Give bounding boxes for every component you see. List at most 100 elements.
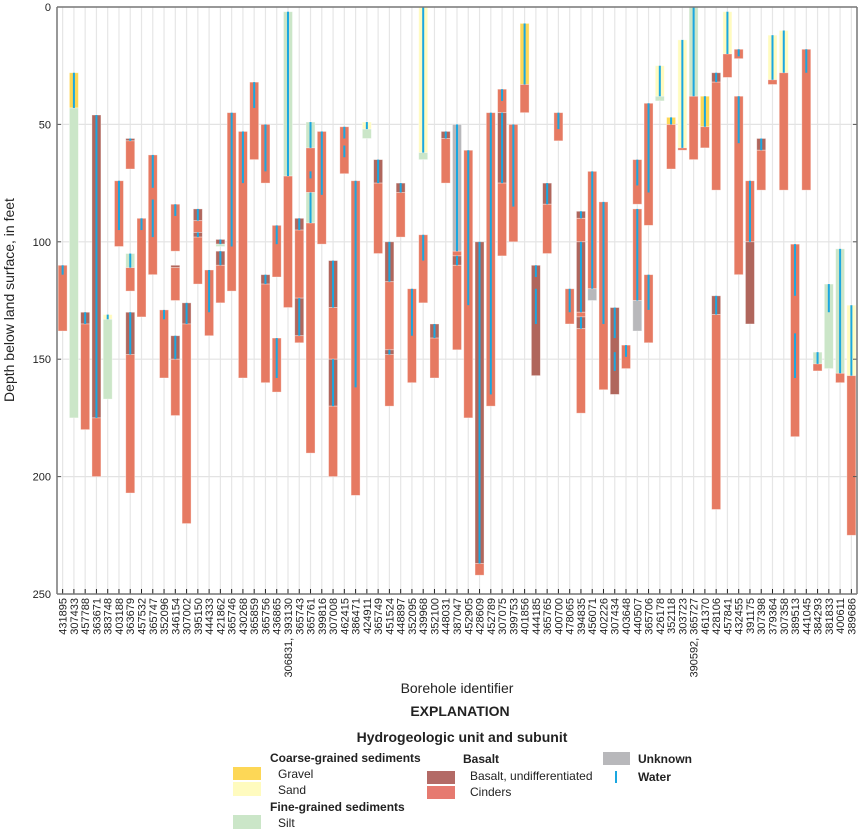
x-tick-label: 307075 [497, 598, 509, 635]
x-tick-label: 381833 [824, 598, 836, 635]
borehole-column [114, 180, 124, 247]
borehole-column [305, 121, 316, 454]
water-interval [208, 269, 211, 313]
x-tick-label: 440507 [632, 598, 644, 635]
x-tick-label: 365749 [373, 598, 385, 635]
water-interval [613, 307, 616, 339]
borehole-column [508, 124, 519, 243]
water-interval [850, 305, 853, 376]
y-tick-label: 50 [39, 119, 51, 131]
borehole-column [790, 243, 800, 438]
borehole-column [215, 239, 226, 304]
unit-segment-cinders [305, 147, 316, 193]
borehole-column [328, 260, 338, 478]
x-tick-label: 352100 [429, 598, 441, 635]
water-interval [456, 255, 458, 266]
water-interval [388, 349, 391, 355]
borehole-column [643, 102, 654, 344]
borehole-column [170, 203, 181, 416]
water-interval [264, 274, 267, 285]
water-interval [579, 241, 582, 313]
water-interval [309, 122, 312, 148]
unit-segment-cinders [519, 84, 530, 114]
water-interval [309, 171, 312, 179]
water-interval [332, 359, 335, 407]
legend-water-label: Water [638, 770, 671, 784]
water-interval [343, 145, 346, 158]
unit-segment-cinders [170, 267, 181, 301]
water-interval [163, 309, 166, 320]
x-tick-label: 436865 [272, 598, 284, 635]
legend: EXPLANATION Hydrogeologic unit and subun… [233, 703, 692, 830]
x-tick-label: 365765 [542, 598, 554, 635]
water-interval [129, 312, 132, 355]
water-interval [106, 314, 109, 320]
x-tick-label: 363671 [91, 598, 103, 635]
borehole-column [181, 302, 192, 524]
borehole-column [80, 311, 91, 431]
borehole-column [418, 6, 429, 304]
borehole-column [778, 30, 789, 191]
borehole-column [812, 351, 823, 372]
unit-segment-cinders [136, 217, 147, 318]
unit-segment-silt [418, 152, 429, 161]
borehole-column [767, 34, 778, 85]
x-tick-label: 448897 [396, 598, 408, 635]
borehole-column [835, 248, 845, 384]
water-interval [681, 39, 684, 148]
x-tick-label: 384293 [813, 598, 825, 635]
x-tick-label: 478065 [565, 598, 577, 635]
water-interval [579, 316, 582, 329]
borehole-column [497, 88, 507, 257]
water-interval [219, 251, 222, 266]
water-interval [140, 218, 143, 231]
borehole-column [756, 138, 767, 191]
water-interval [715, 295, 718, 315]
legend-gravel-label: Gravel [278, 767, 313, 781]
unit-segment-cinders [767, 79, 778, 85]
borehole-column [801, 48, 812, 191]
borehole-column [361, 121, 372, 139]
borehole-column [238, 131, 248, 379]
x-tick-label: 365761 [306, 598, 318, 635]
water-interval [467, 150, 470, 306]
borehole-column [609, 307, 620, 395]
borehole-column [204, 269, 215, 337]
x-tick-label: 431895 [58, 598, 70, 635]
x-tick-label: 379364 [767, 598, 779, 635]
x-tick-label: 403648 [621, 598, 633, 635]
legend-silt-swatch [233, 815, 261, 829]
borehole-column [440, 131, 451, 184]
y-tick-label: 200 [33, 472, 51, 484]
water-interval [501, 89, 504, 101]
legend-sand-label: Sand [278, 783, 306, 797]
x-tick-label: 303723 [677, 598, 689, 635]
water-interval [422, 7, 425, 153]
water-interval [298, 298, 301, 336]
x-tick-label: 365743 [294, 598, 306, 635]
borehole-column [136, 217, 147, 318]
water-interval [253, 82, 256, 108]
water-interval [534, 288, 537, 324]
x-axis-title: Borehole identifier [401, 680, 514, 696]
borehole-column [677, 39, 688, 151]
x-tick-label: 346154 [170, 598, 182, 635]
x-tick-label: 457788 [80, 598, 92, 635]
water-interval [219, 239, 222, 245]
legend-basalt-swatch [427, 771, 455, 784]
x-tick-label: 306831, 393130 [283, 598, 295, 678]
borehole-column [350, 180, 361, 496]
borehole-column [846, 304, 857, 536]
legend-heading: EXPLANATION [410, 703, 509, 719]
borehole-column [666, 116, 676, 170]
x-tick-label: 386471 [351, 598, 363, 635]
borehole-column [485, 112, 496, 407]
y-tick-label: 100 [33, 237, 51, 249]
unit-segment-cinders [373, 182, 384, 254]
x-tick-label: 352118 [666, 598, 678, 634]
x-tick-label: 352095 [407, 598, 419, 635]
water-interval [715, 72, 718, 83]
borehole-column [57, 264, 68, 332]
unit-segment-silt [654, 95, 665, 102]
